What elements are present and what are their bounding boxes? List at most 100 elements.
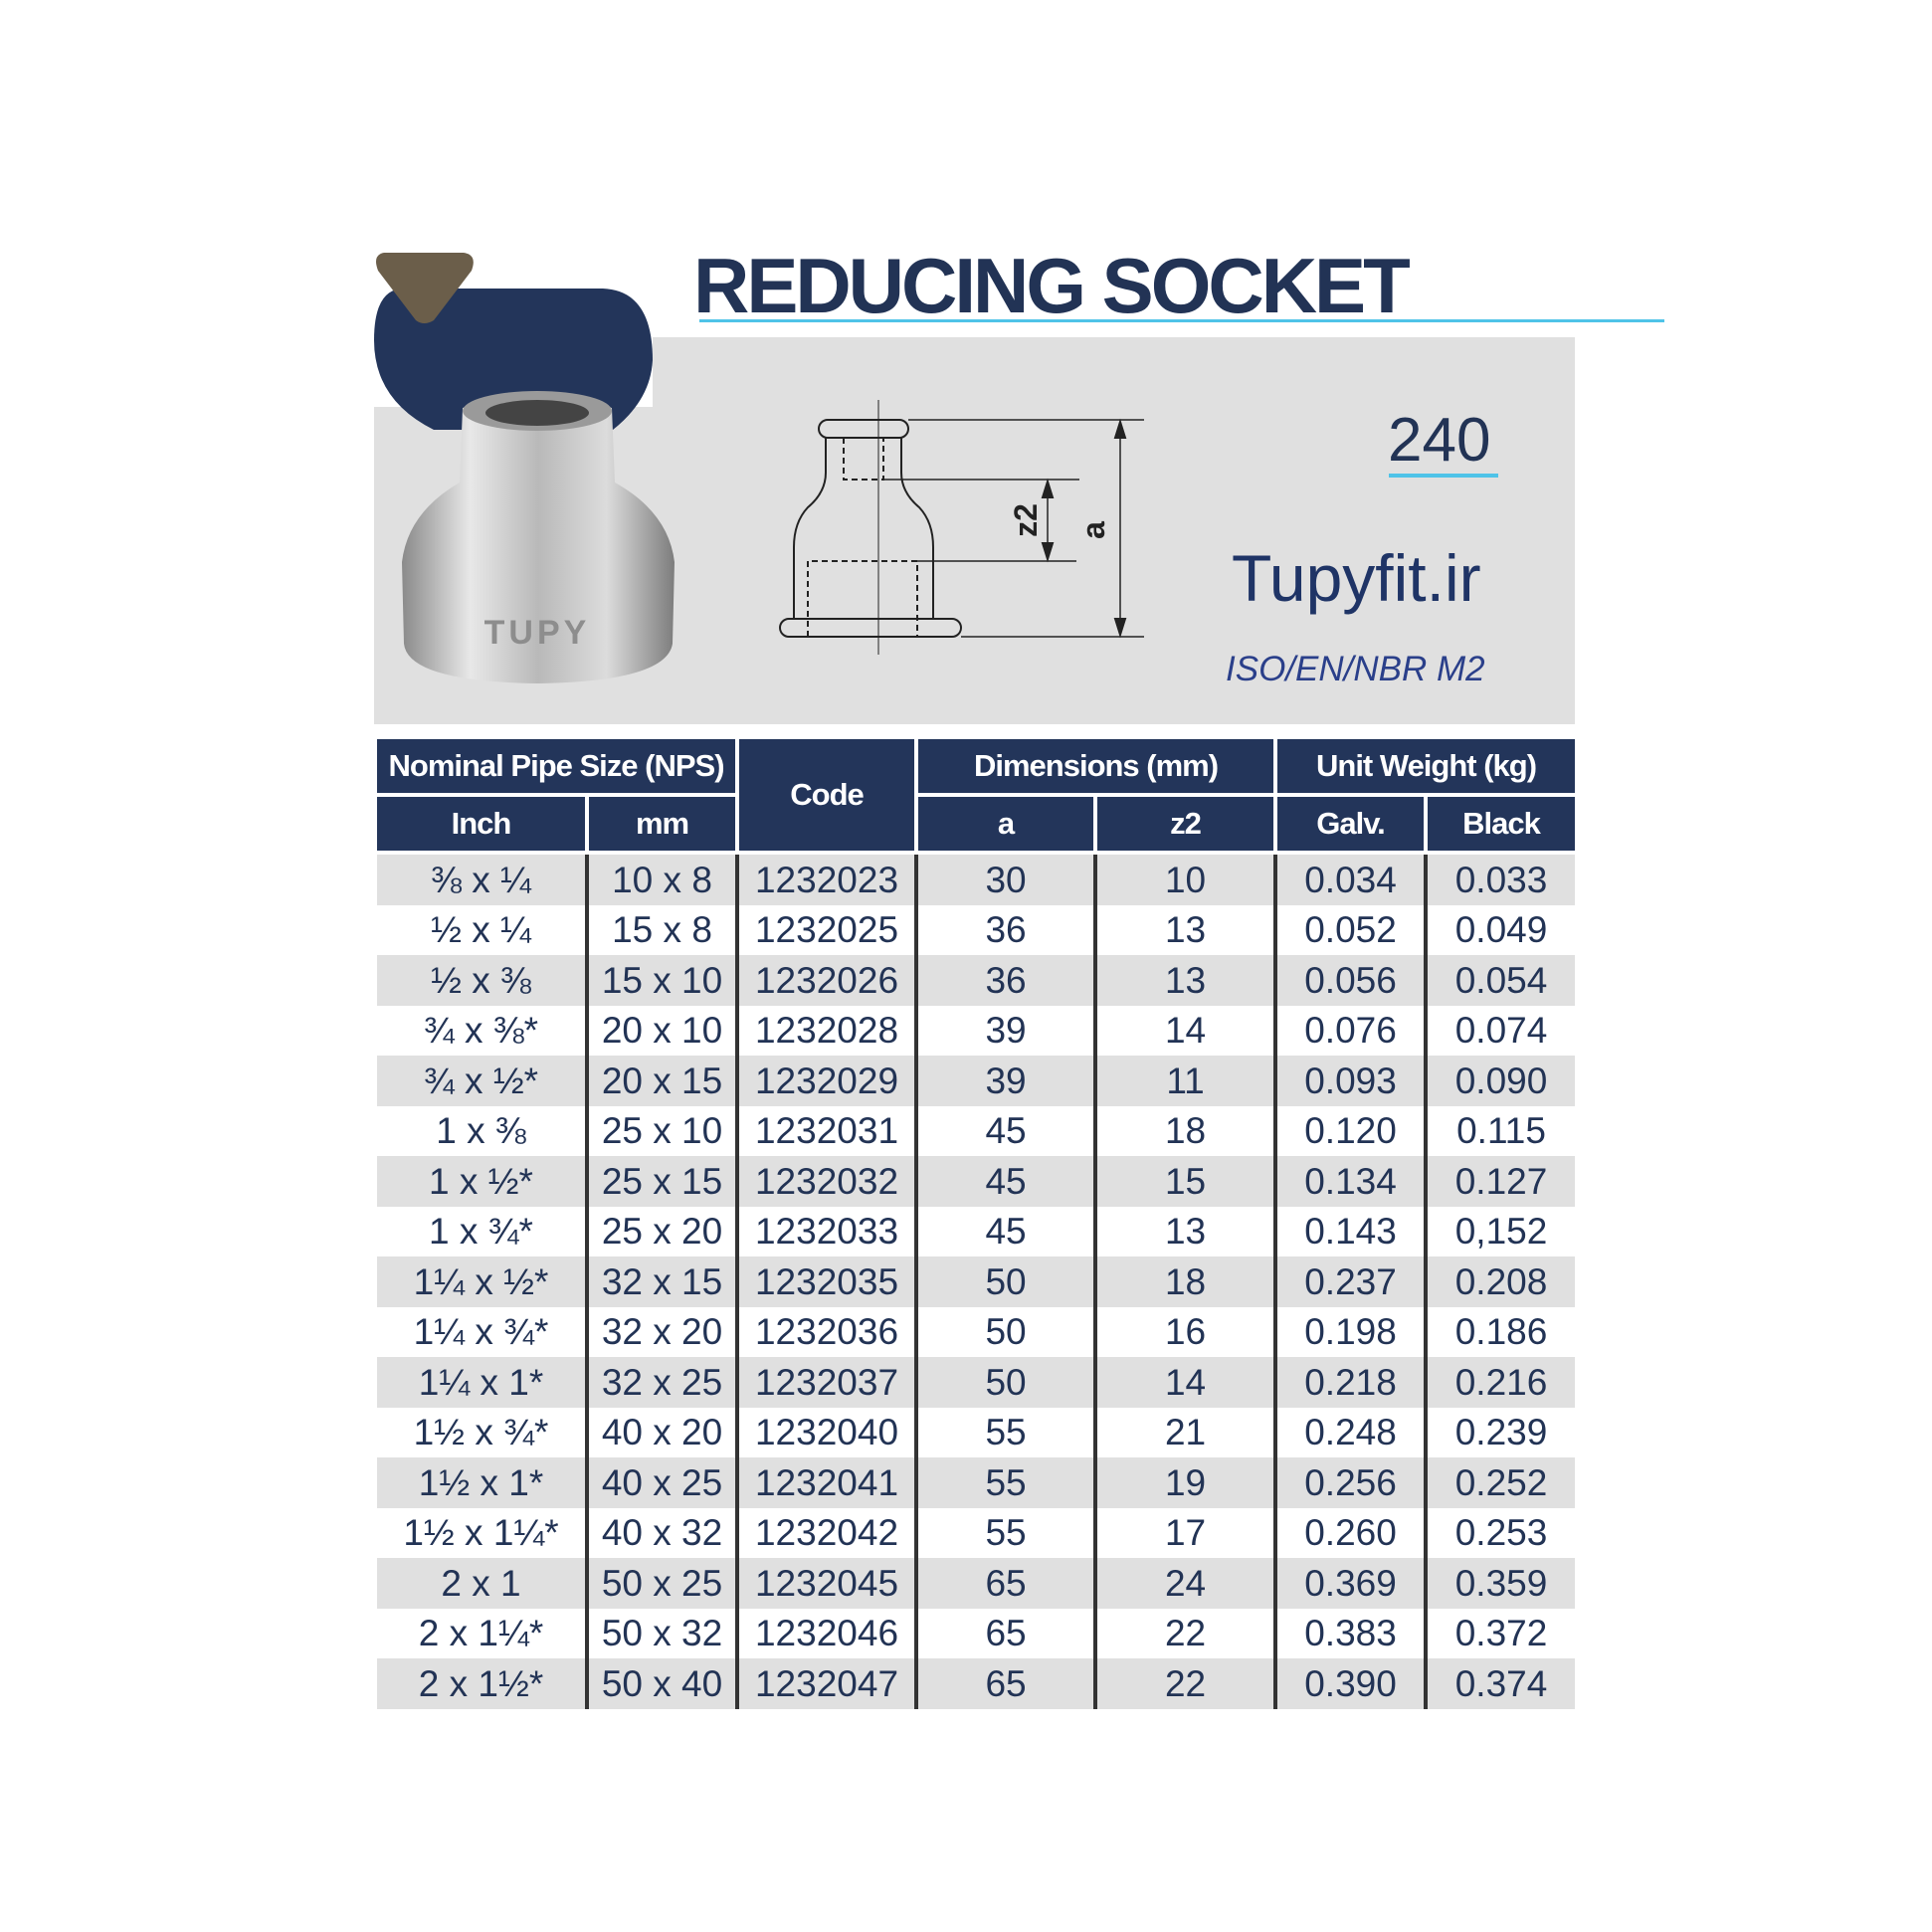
cell-black: 0.239 (1424, 1407, 1576, 1457)
header-weight: Unit Weight (kg) (1273, 739, 1576, 797)
z2-label: z2 (1008, 503, 1044, 537)
cell-mm: 25 x 15 (584, 1156, 738, 1207)
cell-galv: 0.237 (1273, 1256, 1427, 1307)
table-row: 1 x ⅜ 25 x 10 1232031 45 18 0.120 0.115 (377, 1105, 1576, 1156)
cell-mm: 40 x 20 (584, 1407, 738, 1457)
cell-black: 0.359 (1424, 1558, 1576, 1609)
cell-a: 36 (914, 955, 1096, 1006)
cell-inch: 1½ x ¾* (413, 1412, 549, 1453)
cell-galv: 0.034 (1273, 853, 1427, 905)
cell-z2: 17 (1093, 1507, 1276, 1558)
cell-code: 1232036 (735, 1306, 917, 1357)
cell-inch: ¾ x ⅜* (423, 1010, 539, 1052)
cell-code: 1232040 (735, 1407, 917, 1457)
cell-z2: 16 (1093, 1306, 1276, 1357)
cell-galv: 0.256 (1273, 1457, 1427, 1508)
cell-a: 65 (914, 1608, 1096, 1658)
cell-z2: 22 (1093, 1608, 1276, 1658)
cell-inch: ⅜ x ¼ (377, 853, 587, 905)
cell-mm: 15 x 8 (584, 904, 738, 955)
cell-black: 0.186 (1424, 1306, 1576, 1357)
cell-a: 55 (914, 1407, 1096, 1457)
brand-badge-icon (374, 253, 653, 430)
table-row: 1 x ¾* 25 x 20 1232033 45 13 0.143 0,152 (377, 1206, 1576, 1256)
table-row: 1¼ x ¾* 32 x 20 1232036 50 16 0.198 0.186 (377, 1306, 1576, 1357)
header-inch: Inch (377, 795, 589, 855)
cell-galv: 0.076 (1273, 1005, 1427, 1056)
table-row: 1½ x ¾* 40 x 20 1232040 55 21 0.248 0.239 (377, 1407, 1576, 1457)
cell-code: 1232023 (735, 853, 917, 905)
website-text: Tupyfit.ir (1232, 541, 1481, 615)
cell-a: 55 (914, 1457, 1096, 1508)
cell-a: 50 (914, 1306, 1096, 1357)
cell-code: 1232031 (735, 1105, 917, 1156)
table-row: 2 x 1¼* 50 x 32 1232046 65 22 0.383 0.372 (377, 1608, 1576, 1658)
table-row: 1 x ½* 25 x 15 1232032 45 15 0.134 0.127 (377, 1156, 1576, 1207)
cell-black: 0.115 (1424, 1105, 1576, 1156)
cell-inch: 1 x ¾* (429, 1211, 533, 1253)
standard-text: ISO/EN/NBR M2 (1226, 650, 1485, 688)
cell-z2: 15 (1093, 1156, 1276, 1207)
cell-inch: 1½ x 1¼* (403, 1512, 559, 1554)
cell-code: 1232028 (735, 1005, 917, 1056)
cell-galv: 0.134 (1273, 1156, 1427, 1207)
cell-mm: 50 x 25 (584, 1558, 738, 1609)
cell-code: 1232026 (735, 955, 917, 1006)
cell-inch: ½ x ⅜ (377, 955, 587, 1006)
cell-a: 39 (914, 1005, 1096, 1056)
cell-galv: 0.369 (1273, 1558, 1427, 1609)
cell-a: 50 (914, 1256, 1096, 1307)
cell-mm: 32 x 25 (584, 1357, 738, 1408)
cell-inch: 2 x 1½* (377, 1658, 587, 1709)
cell-a: 36 (914, 904, 1096, 955)
product-marking: TUPY (484, 614, 591, 652)
cell-galv: 0.143 (1273, 1206, 1427, 1256)
header-black: Black (1424, 795, 1576, 855)
cell-black: 0.054 (1424, 955, 1576, 1006)
table-row: ⅜ x ¼ 10 x 8 1232023 30 10 0.034 0.033 (377, 853, 1576, 905)
cell-black: 0.208 (1424, 1256, 1576, 1307)
cell-inch: ½ x ¼ (431, 909, 531, 951)
cell-galv: 0.052 (1273, 904, 1427, 955)
cell-black: 0.090 (1424, 1056, 1576, 1106)
cell-galv: 0.093 (1273, 1056, 1427, 1106)
cell-z2: 13 (1093, 904, 1276, 955)
cell-code: 1232042 (735, 1507, 917, 1558)
cell-mm: 25 x 10 (584, 1105, 738, 1156)
cell-a: 65 (914, 1658, 1096, 1709)
table-row: 1¼ x 1* 32 x 25 1232037 50 14 0.218 0.216 (377, 1357, 1576, 1408)
cell-black: 0.033 (1424, 853, 1576, 905)
cell-black: 0.253 (1424, 1507, 1576, 1558)
cell-inch: 1 x ⅜ (436, 1110, 526, 1152)
cell-z2: 13 (1093, 1206, 1276, 1256)
cell-z2: 24 (1093, 1558, 1276, 1609)
a-label: a (1075, 521, 1111, 539)
cell-z2: 11 (1093, 1056, 1276, 1106)
dimension-drawing: z2 a (779, 400, 1144, 655)
cell-z2: 13 (1093, 955, 1276, 1006)
cell-inch: 1¼ x 1* (377, 1357, 587, 1408)
cell-code: 1232025 (735, 904, 917, 955)
table-row: 2 x 1½* 50 x 40 1232047 65 22 0.390 0.374 (377, 1658, 1576, 1709)
cell-z2: 14 (1093, 1005, 1276, 1056)
cell-code: 1232029 (735, 1056, 917, 1106)
cell-code: 1232033 (735, 1206, 917, 1256)
cell-z2: 18 (1093, 1256, 1276, 1307)
cell-a: 45 (914, 1206, 1096, 1256)
table-row: ¾ x ⅜* 20 x 10 1232028 39 14 0.076 0.074 (377, 1005, 1576, 1056)
cell-code: 1232037 (735, 1357, 917, 1408)
cell-z2: 22 (1093, 1658, 1276, 1709)
cell-black: 0,152 (1424, 1206, 1576, 1256)
table-row: 1½ x 1¼* 40 x 32 1232042 55 17 0.260 0.253 (377, 1507, 1576, 1558)
table-row: 1½ x 1* 40 x 25 1232041 55 19 0.256 0.252 (377, 1457, 1576, 1508)
cell-a: 30 (914, 853, 1096, 905)
cell-black: 0.216 (1424, 1357, 1576, 1408)
cell-code: 1232041 (735, 1457, 917, 1508)
cell-inch: 1¼ x ¾* (413, 1311, 549, 1353)
table-row: 1¼ x ½* 32 x 15 1232035 50 18 0.237 0.208 (377, 1256, 1576, 1307)
header-dimensions: Dimensions (mm) (914, 739, 1278, 797)
table-row: ½ x ¼ 15 x 8 1232025 36 13 0.052 0.049 (377, 904, 1576, 955)
header-galv: Galv. (1273, 795, 1429, 855)
dimensions-table: Nominal Pipe Size (NPS) Code Dimensions … (377, 739, 1576, 1709)
cell-mm: 40 x 25 (584, 1457, 738, 1508)
